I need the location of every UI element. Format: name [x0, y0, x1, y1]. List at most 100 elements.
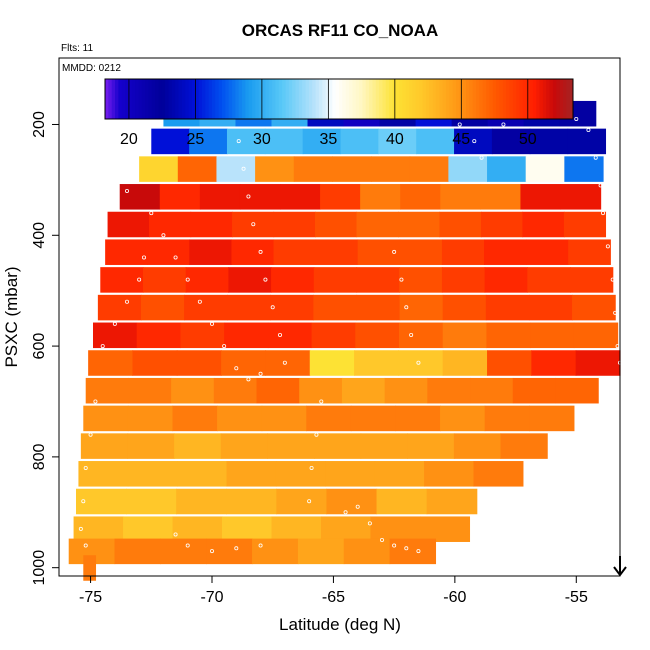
- colorbar-segment-79: [369, 79, 373, 119]
- heatmap-cell-4-4: [273, 211, 316, 238]
- y-tick-label-3: 800: [31, 443, 48, 470]
- heatmap-cell-11-2: [172, 405, 218, 432]
- heatmap-cell-2-7: [409, 156, 449, 182]
- x-tick-label-3: -60: [443, 589, 466, 606]
- track-point-35: [246, 377, 251, 382]
- colorbar-segment-74: [352, 79, 357, 119]
- heatmap-cell-6-2: [185, 267, 229, 293]
- track-point-42: [93, 399, 98, 404]
- colorbar-segment-116: [492, 79, 497, 119]
- heatmap-cell-14-1: [126, 488, 177, 515]
- heatmap-cell-1-2: [226, 128, 266, 155]
- heatmap-cell-16-7: [389, 538, 437, 565]
- track-point-18: [593, 155, 598, 160]
- heatmap-cell-10-4: [256, 377, 300, 404]
- colorbar-segment-29: [201, 79, 206, 119]
- track-point-23: [613, 310, 618, 315]
- heatmap-cell-10-11: [555, 377, 599, 404]
- track-point-30: [185, 277, 190, 282]
- track-point-56: [282, 360, 287, 365]
- heatmap-cell-7-9: [485, 294, 530, 321]
- track-point-28: [161, 233, 166, 238]
- colorbar-segment-129: [536, 79, 541, 119]
- colorbar-segment-133: [549, 79, 554, 119]
- colorbar-segment-122: [512, 79, 517, 119]
- colorbar-segment-84: [385, 79, 390, 119]
- heatmap-cell-16-4: [252, 538, 299, 565]
- heatmap-cell-6-7: [399, 267, 443, 293]
- heatmap-cell-15-6: [370, 516, 421, 542]
- colorbar-segment-49: [268, 79, 273, 119]
- heatmap-cell-9-4: [265, 350, 311, 376]
- colorbar-tick-label-0: 20: [120, 131, 138, 148]
- colorbar-segment-130: [539, 79, 544, 119]
- colorbar-segment-65: [322, 79, 327, 119]
- track-point-50: [246, 194, 251, 199]
- colorbar-segment-42: [245, 79, 250, 119]
- heatmap-cell-15-5: [320, 516, 372, 542]
- colorbar-segment-104: [452, 79, 457, 119]
- colorbar-segment-115: [489, 79, 494, 119]
- heatmap-cell-10-2: [171, 377, 215, 404]
- heatmap-cell-1-4: [302, 128, 342, 155]
- heatmap-cell-1-8: [454, 128, 493, 155]
- x-axis: -75 -70 -65 -60 -55: [79, 576, 588, 606]
- colorbar-segment-59: [302, 79, 307, 119]
- colorbar-segment-51: [275, 79, 280, 119]
- colorbar-segment-80: [372, 79, 377, 119]
- heatmap-cell-6-9: [484, 267, 528, 293]
- colorbar-segment-9: [135, 79, 139, 119]
- down-arrow-icon: [613, 556, 627, 577]
- track-point-10: [457, 122, 462, 127]
- heatmap-cell-6-11: [570, 267, 614, 293]
- heatmap-cell-10-7: [384, 377, 428, 404]
- colorbar-segment-39: [235, 79, 240, 119]
- heatmap-cell-13-7: [424, 461, 475, 487]
- track-point-19: [598, 183, 603, 188]
- colorbar-segment-111: [476, 79, 480, 119]
- heatmap-cell-5-0: [105, 239, 148, 265]
- colorbar-segment-47: [262, 79, 266, 119]
- colorbar-segment-24: [185, 79, 190, 119]
- colorbar-segment-19: [168, 79, 173, 119]
- heatmap-cell-6-0: [100, 267, 144, 293]
- colorbar-segment-52: [278, 79, 283, 119]
- track-point-12: [479, 155, 484, 160]
- colorbar-segment-23: [181, 79, 186, 119]
- colorbar-segment-18: [165, 79, 170, 119]
- heatmap-cell-8-0: [93, 322, 138, 349]
- colorbar-segment-94: [419, 79, 424, 119]
- colorbar-segment-56: [292, 79, 297, 119]
- heatmap-cell-14-5: [326, 488, 378, 515]
- colorbar-segment-11: [141, 79, 146, 119]
- colorbar-segment-76: [359, 79, 363, 119]
- heatmap-cell-11-5: [306, 405, 352, 432]
- track-point-54: [270, 305, 275, 310]
- colorbar-segment-8: [131, 79, 136, 119]
- track-point-20: [601, 211, 606, 216]
- colorbar-segment-119: [502, 79, 507, 119]
- colorbar-segment-86: [392, 79, 397, 119]
- colorbar-segment-73: [349, 79, 353, 119]
- heatmap-cell-13-6: [374, 461, 425, 487]
- heatmap-cell-4-0: [107, 211, 150, 238]
- colorbar-segment-91: [409, 79, 414, 119]
- colorbar-segment-2: [111, 79, 116, 119]
- heatmap-cell-4-8: [439, 211, 482, 238]
- track-point-26: [125, 188, 130, 193]
- chart-subtitle: Flts: 11: [61, 43, 93, 54]
- heatmap-cell-1-7: [416, 128, 455, 155]
- colorbar-tick-label-2: 30: [253, 131, 271, 148]
- heatmap-cell-10-10: [512, 377, 557, 404]
- heatmap-cell-9-11: [575, 350, 621, 376]
- colorbar-segment-7: [128, 79, 133, 119]
- heatmap-cell-12-1: [127, 433, 175, 459]
- track-point-62: [343, 510, 348, 515]
- colorbar-segment-3: [115, 79, 119, 119]
- track-point-67: [404, 546, 409, 551]
- heatmap-cell-14-0: [76, 488, 127, 515]
- colorbar-segment-101: [442, 79, 447, 119]
- heatmap-cell-16-6: [343, 538, 391, 565]
- track-point-71: [209, 549, 214, 554]
- colorbar-segment-48: [265, 79, 270, 119]
